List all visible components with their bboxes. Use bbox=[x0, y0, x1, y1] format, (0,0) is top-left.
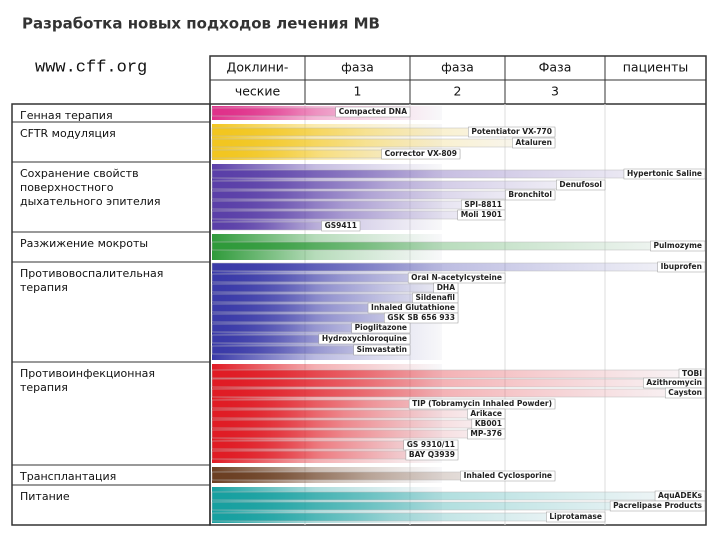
header-cell: 2 bbox=[454, 84, 462, 99]
drug-label: Denufosol bbox=[559, 180, 602, 189]
url: www.cff.org bbox=[35, 58, 147, 77]
drug-label: GS9411 bbox=[325, 221, 357, 230]
group-label: Трансплантация bbox=[19, 470, 116, 483]
drug-label-box bbox=[351, 322, 411, 334]
drug-label: Ibuprofen bbox=[661, 262, 702, 271]
group-label: дыхательного эпителия bbox=[20, 195, 161, 208]
header-cell: Доклини- bbox=[227, 60, 289, 75]
drug-bar bbox=[211, 419, 506, 429]
drug-label-box bbox=[405, 449, 459, 461]
drug-label-box bbox=[321, 220, 361, 232]
drug-label: Cayston bbox=[668, 388, 702, 397]
drug-label: GS 9310/11 bbox=[407, 440, 455, 449]
drug-label-box bbox=[546, 511, 606, 523]
header-cell: фаза bbox=[341, 60, 374, 75]
drug-label: Potentiator VX-770 bbox=[471, 127, 552, 136]
drug-label-box bbox=[467, 428, 506, 440]
drug-label-box bbox=[623, 168, 706, 180]
group-label: Противовоспалительная bbox=[20, 267, 163, 280]
drug-label: TOBI bbox=[682, 369, 702, 378]
drug-label: MP-376 bbox=[470, 429, 502, 438]
drug-label: BAY Q3939 bbox=[409, 450, 455, 459]
drug-label: SPI-8811 bbox=[464, 200, 502, 209]
group-label: Питание bbox=[20, 490, 70, 503]
drug-label: Pacrelipase Products bbox=[613, 501, 702, 510]
drug-label: KB001 bbox=[475, 419, 502, 428]
drug-bar bbox=[211, 388, 706, 398]
drug-label: Hypertonic Saline bbox=[627, 169, 702, 178]
drug-label: Bronchitol bbox=[508, 190, 552, 199]
drug-label: Arikace bbox=[470, 409, 502, 418]
drug-label: DHA bbox=[437, 283, 456, 292]
drug-label: GSK SB 656 933 bbox=[387, 313, 455, 322]
drug-label: TIP (Tobramycin Inhaled Powder) bbox=[412, 399, 552, 408]
group-label: Сохранение свойств bbox=[20, 167, 139, 180]
drug-label-box bbox=[512, 137, 556, 149]
drug-bar bbox=[211, 283, 459, 293]
drug-label-box bbox=[335, 106, 411, 118]
header-cell: Фаза bbox=[539, 60, 572, 75]
drug-bar bbox=[211, 138, 556, 148]
drug-label-box bbox=[353, 344, 411, 356]
group-label: терапия bbox=[20, 381, 68, 394]
drug-label: Compacted DNA bbox=[339, 107, 408, 116]
drug-bar bbox=[211, 180, 606, 190]
group-label: Разжижение мокроты bbox=[20, 237, 148, 250]
drug-label: Moli 1901 bbox=[461, 210, 502, 219]
drug-bar bbox=[211, 491, 706, 501]
drug-label: Corrector VX-809 bbox=[385, 149, 457, 158]
drug-label-box bbox=[468, 126, 556, 138]
drug-label: Inhaled Glutathione bbox=[371, 303, 455, 312]
drug-label-box bbox=[650, 240, 706, 252]
drug-label-box bbox=[381, 148, 461, 160]
drug-label: Ataluren bbox=[516, 138, 553, 147]
drug-label: Sildenafil bbox=[415, 293, 455, 302]
drug-label-box bbox=[556, 179, 606, 191]
drug-bar bbox=[211, 190, 556, 200]
header-cell: 1 bbox=[354, 84, 362, 99]
drug-label-box bbox=[457, 209, 506, 221]
drug-bar bbox=[211, 200, 506, 210]
drug-label-box bbox=[657, 261, 706, 273]
drug-bar bbox=[211, 378, 706, 388]
drug-label: AquADEKs bbox=[658, 491, 702, 500]
drug-label-box bbox=[609, 500, 706, 512]
title: Разработка новых подходов лечения МВ bbox=[22, 15, 380, 33]
group-label: Генная терапия bbox=[20, 109, 113, 122]
drug-label-box bbox=[318, 333, 411, 345]
header-cell: пациенты bbox=[623, 60, 688, 75]
drug-bar bbox=[211, 241, 706, 251]
chart-border bbox=[209, 55, 707, 526]
drug-label: Azithromycin bbox=[646, 378, 702, 387]
drug-bar bbox=[211, 512, 606, 522]
drug-label-box bbox=[384, 312, 459, 324]
drug-label: Oral N-acetylcysteine bbox=[411, 273, 502, 282]
header-cell: 3 bbox=[551, 84, 559, 99]
drug-bar bbox=[211, 429, 506, 439]
drug-label-box bbox=[460, 470, 556, 482]
group-label: Противоинфекционная bbox=[20, 367, 155, 380]
drug-label: Inhaled Cyclosporine bbox=[464, 471, 552, 480]
header-cell: фаза bbox=[441, 60, 474, 75]
drug-bar bbox=[211, 409, 506, 419]
drug-label: Simvastatin bbox=[357, 345, 407, 354]
drug-label-box bbox=[664, 387, 706, 399]
group-label: поверхностного bbox=[20, 181, 114, 194]
drug-label: Pioglitazone bbox=[355, 323, 407, 332]
group-label: CFTR модуляция bbox=[20, 127, 116, 140]
drug-label: Hydroxychloroquine bbox=[322, 334, 407, 343]
drug-bar bbox=[211, 262, 706, 272]
header-cell: ческие bbox=[235, 84, 281, 99]
drug-bar bbox=[211, 369, 706, 379]
group-label: терапия bbox=[20, 281, 68, 294]
drug-label: Liprotamase bbox=[549, 512, 602, 521]
drug-label: Pulmozyme bbox=[653, 241, 702, 250]
drug-label-box bbox=[505, 189, 556, 201]
